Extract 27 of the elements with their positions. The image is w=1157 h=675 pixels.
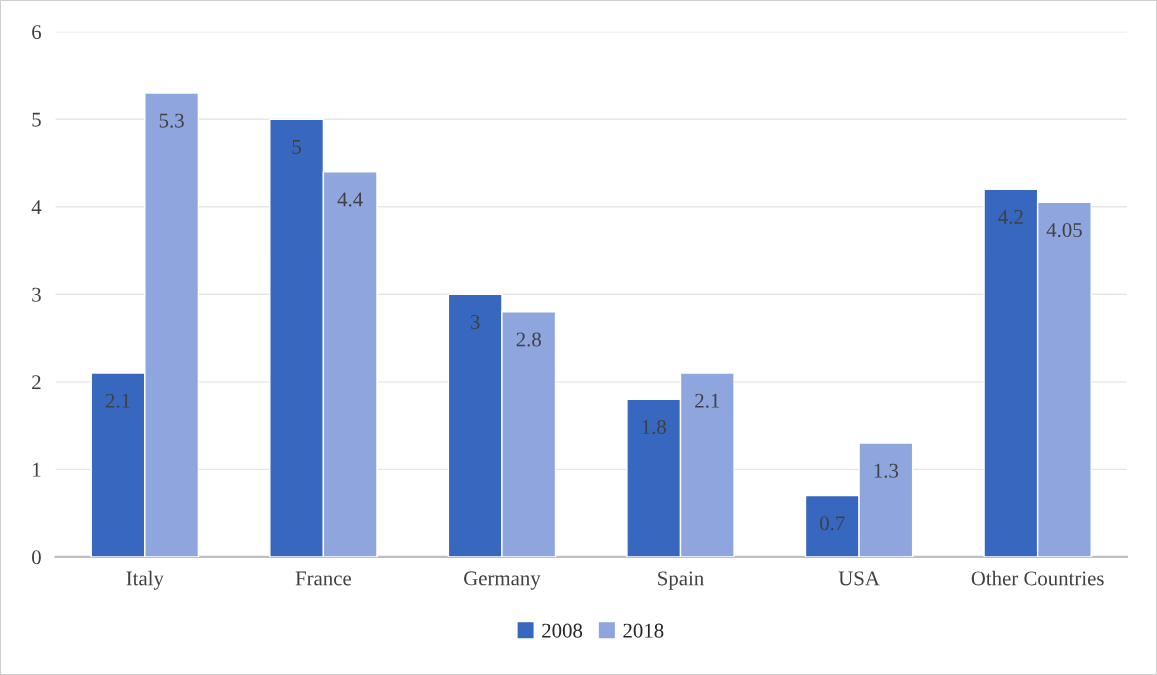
data-label: 3 [470, 314, 480, 329]
data-label: 4.4 [337, 192, 363, 207]
data-label: 4.05 [1046, 223, 1082, 238]
y-tick-label: 0 [32, 550, 41, 565]
x-tick-label: France [295, 571, 351, 586]
x-tick-label: Other Countries [971, 570, 1104, 586]
y-tick-label: 1 [33, 462, 41, 477]
x-tick-label: Italy [126, 570, 164, 590]
x-tick-label: Germany [464, 571, 541, 590]
legend-label: 2018 [623, 623, 664, 638]
data-label: 0.7 [820, 516, 845, 531]
y-tick-label: 5 [32, 112, 41, 127]
y-tick-label: 6 [32, 25, 42, 40]
y-tick-label: 2 [32, 375, 41, 390]
data-label: 1.8 [642, 419, 666, 435]
data-label: 4.2 [998, 209, 1023, 225]
data-label: 2.8 [516, 332, 541, 347]
x-tick-label: Spain [658, 571, 704, 590]
data-label: 5 [292, 140, 301, 154]
y-tick-label: 3 [32, 287, 41, 302]
x-tick-label: USA [838, 571, 880, 586]
data-label: 2.1 [695, 393, 720, 408]
data-label: 5.3 [159, 113, 184, 128]
legend-label: 2008 [542, 623, 583, 638]
data-label: 1.3 [874, 463, 899, 478]
y-tick-label: 4 [31, 200, 42, 214]
data-label: 2.1 [105, 393, 130, 408]
